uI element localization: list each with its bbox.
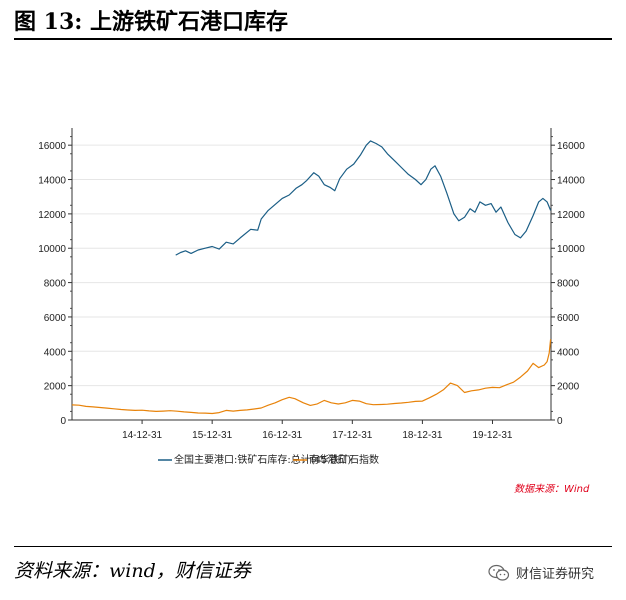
y-right-tick-label: 2000: [557, 382, 580, 393]
figure-title: 图 13: 上游铁矿石港口库存: [14, 9, 289, 35]
y-right-tick-label: 4000: [557, 347, 580, 358]
x-tick-label: 19-12-31: [472, 430, 512, 441]
y-right-tick-label: 14000: [557, 176, 585, 187]
x-tick-label: 14-12-31: [122, 430, 162, 441]
series-line-1: [175, 140, 552, 256]
title-rule: [14, 38, 612, 40]
footer-source: 资料来源：wind，财信证券: [14, 560, 251, 582]
y-left-tick-label: 4000: [44, 347, 67, 358]
legend-label-1: 全国主要港口:铁矿石库存:总计(45港口): [174, 453, 351, 466]
y-left-tick-label: 10000: [38, 244, 66, 255]
x-tick-label: 16-12-31: [262, 430, 302, 441]
x-tick-label: 15-12-31: [192, 430, 232, 441]
y-left-tick-label: 2000: [44, 382, 67, 393]
y-right-tick-label: 16000: [557, 141, 585, 152]
y-right-tick-label: 0: [557, 416, 563, 427]
brand-name: 财信证券研究: [516, 567, 595, 582]
y-right-tick-label: 12000: [557, 210, 585, 221]
y-left-tick-label: 0: [60, 416, 66, 427]
x-tick-label: 18-12-31: [402, 430, 442, 441]
footer-rule: [14, 546, 612, 547]
y-right-tick-label: 10000: [557, 244, 585, 255]
wechat-icon: [488, 564, 510, 581]
y-left-tick-label: 6000: [44, 313, 67, 324]
y-right-tick-label: 8000: [557, 279, 580, 290]
y-left-tick-label: 16000: [38, 141, 66, 152]
series-line-2: [71, 339, 552, 415]
y-left-tick-label: 8000: [44, 279, 67, 290]
legend-label-2: 南华铁矿石指数: [309, 453, 379, 466]
chart-source-note: 数据来源：Wind: [514, 484, 590, 495]
x-tick-label: 17-12-31: [332, 430, 372, 441]
y-left-tick-label: 12000: [38, 210, 66, 221]
y-left-tick-label: 14000: [38, 176, 66, 187]
y-right-tick-label: 6000: [557, 313, 580, 324]
brand-watermark: 财信证券研究: [488, 563, 594, 582]
